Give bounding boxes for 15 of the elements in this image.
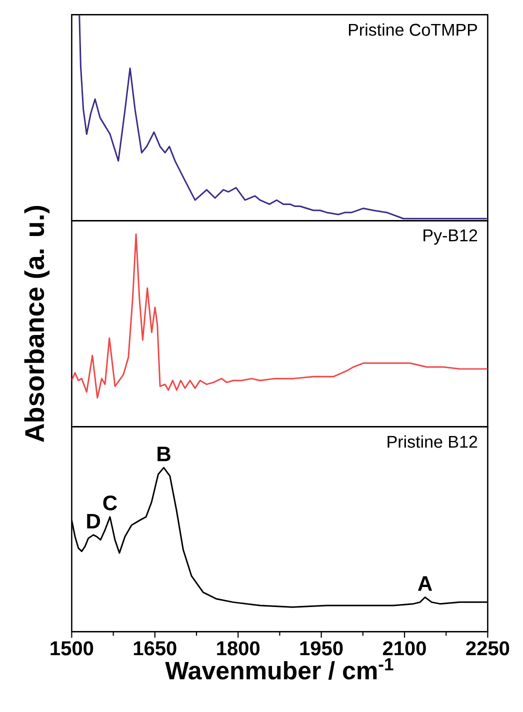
x-tick-label: 1650 — [134, 641, 176, 656]
annotation: C — [103, 496, 117, 510]
text: Pristine B12 — [388, 435, 478, 448]
annotation: A — [418, 576, 432, 591]
text: Py-B12 — [424, 229, 478, 245]
y-axis-title: Absorbance (a. u.) — [24, 206, 50, 442]
x-tick-label: 2250 — [466, 641, 510, 656]
x-axis-title: Wavenmuber / cm$^{-1}$ — [165, 658, 394, 680]
x-tick-label: 1950 — [300, 641, 343, 656]
x-tick-label: 1800 — [217, 641, 260, 656]
annotation: B — [158, 446, 170, 462]
x-tick-label: 1500 — [50, 641, 94, 656]
text: Pristine CoTMPP — [348, 23, 478, 36]
x-tick-label: 2100 — [382, 641, 426, 656]
annotation: D — [87, 514, 100, 528]
